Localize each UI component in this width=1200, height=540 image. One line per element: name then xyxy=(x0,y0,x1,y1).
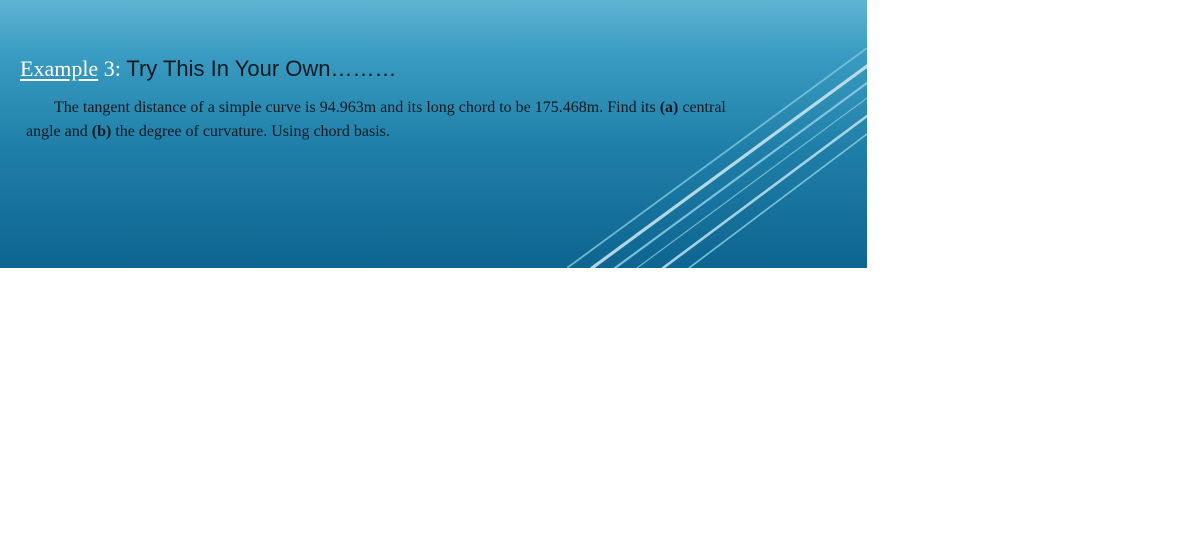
slide-title: Example 3: Try This In Your Own……… xyxy=(20,56,847,82)
part-a-text: central xyxy=(678,99,726,116)
problem-text: The tangent distance of a simple curve i… xyxy=(20,96,847,142)
body-line1-prefix: The tangent distance of a simple curve i… xyxy=(54,99,660,116)
body-line2-prefix: angle and xyxy=(26,123,92,140)
example-label: Example xyxy=(20,56,98,81)
example-subtitle: Try This In Your Own……… xyxy=(126,56,396,81)
slide-panel: Example 3: Try This In Your Own……… The t… xyxy=(0,0,867,268)
part-b-text: the degree of curvature. Using chord bas… xyxy=(111,123,390,140)
slide-content: Example 3: Try This In Your Own……… The t… xyxy=(0,0,867,143)
part-a-label: (a) xyxy=(660,99,679,116)
example-number: 3: xyxy=(104,56,121,81)
part-b-label: (b) xyxy=(92,123,112,140)
